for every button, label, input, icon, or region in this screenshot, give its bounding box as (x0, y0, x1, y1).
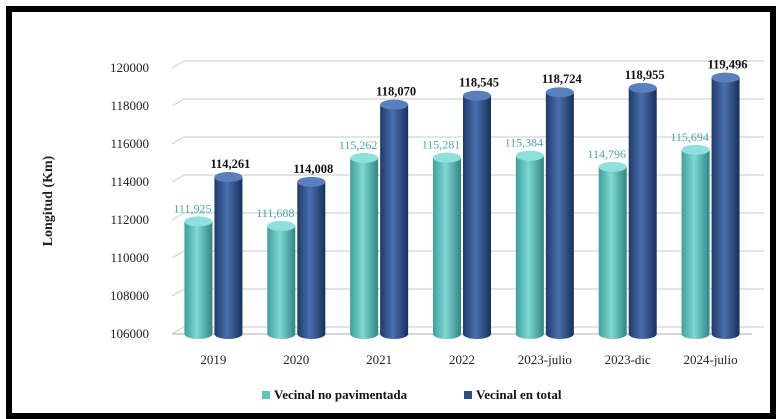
chart-frame: 106000 108000 110000 112000 114000 116000 1180… (6, 6, 776, 419)
bar-body (628, 87, 657, 339)
grid-line-diag (171, 174, 185, 183)
data-label: 118,724 (542, 72, 583, 86)
data-label: 115,262 (339, 138, 378, 152)
bar-body (598, 166, 627, 339)
bars (184, 72, 740, 340)
bar-no-pavimentada (267, 220, 296, 339)
x-tick-label: 2024-julio (683, 352, 737, 367)
bar-body (184, 221, 213, 339)
bar-no-pavimentada (433, 152, 461, 339)
bar-no-pavimentada (598, 161, 627, 339)
bar-top (545, 87, 574, 98)
y-tick-label: 120000 (110, 60, 149, 75)
grid-line-diag (171, 136, 185, 145)
bar-body (545, 92, 574, 339)
y-tick-label: 108000 (110, 288, 149, 303)
grid-line-diag (171, 212, 185, 221)
bar-top (297, 176, 326, 187)
data-label: 111,925 (173, 201, 211, 215)
data-label: 114,796 (587, 147, 626, 161)
bar-body (380, 104, 409, 339)
legend-swatch-b (464, 391, 472, 399)
bar-body (214, 177, 243, 339)
bar-total (297, 176, 326, 339)
legend-label-a: Vecinal no pavimentada (274, 387, 408, 402)
bar-body (711, 77, 740, 340)
bar-top (214, 172, 243, 183)
bar-top (463, 90, 491, 101)
data-label: 115,384 (505, 136, 544, 150)
y-tick-label: 114000 (110, 174, 149, 189)
bar-no-pavimentada (681, 144, 710, 339)
x-tick-label: 2022 (449, 352, 475, 367)
bar-no-pavimentada (515, 150, 544, 339)
bar-body (515, 155, 544, 339)
x-tick-label: 2019 (200, 352, 226, 367)
grid-line-diag (171, 250, 185, 259)
bar-top (350, 153, 379, 164)
legend-swatch-a (262, 391, 270, 399)
y-tick-label: 112000 (110, 212, 149, 227)
bar-body (267, 225, 296, 339)
y-tick-label: 110000 (110, 250, 149, 265)
y-tick-label: 116000 (110, 136, 149, 151)
x-tick-label: 2023-dic (605, 352, 651, 367)
bar-total (545, 87, 574, 339)
data-label: 111,688 (256, 206, 294, 220)
data-label: 118,070 (376, 85, 416, 99)
data-label: 114,261 (210, 157, 250, 171)
bar-no-pavimentada (350, 153, 379, 339)
y-tick-label: 106000 (110, 326, 149, 341)
bar-top (184, 216, 213, 227)
y-axis-label: Longitud (Km) (41, 155, 56, 246)
bar-top (711, 72, 740, 83)
x-axis: 2019 2020 2021 2022 2023-julio 2023-dic 2024-j… (200, 352, 737, 367)
bar-body (433, 157, 461, 339)
data-label: 115,281 (422, 138, 461, 152)
grid-line-diag (171, 326, 185, 335)
bar-top (433, 152, 461, 163)
bar-top (681, 144, 710, 155)
bar-body (350, 158, 379, 339)
bar-total (380, 99, 409, 339)
grid-line-diag (171, 60, 185, 69)
data-label: 118,545 (459, 76, 499, 90)
data-labels: 111,925 114,261 111,688 114,008 115,262 118,0… (173, 58, 747, 220)
bar-total (711, 72, 740, 340)
bar-body (463, 95, 491, 340)
bar-top (380, 99, 409, 110)
bar-top (515, 150, 544, 161)
bar-top (598, 161, 627, 172)
y-axis: 106000 108000 110000 112000 114000 116000 1180… (110, 60, 149, 341)
bar-total (463, 90, 491, 340)
bar-top (267, 220, 296, 231)
bar-chart: 106000 108000 110000 112000 114000 116000 1180… (41, 58, 764, 402)
data-label: 119,496 (708, 58, 748, 72)
bar-body (297, 181, 326, 339)
grid-line-diag (171, 98, 185, 107)
x-tick-label: 2023-julio (518, 352, 572, 367)
x-tick-label: 2021 (366, 352, 392, 367)
legend-label-b: Vecinal en total (476, 387, 562, 402)
data-label: 115,694 (670, 130, 709, 144)
data-label: 114,008 (293, 162, 333, 176)
bar-body (681, 149, 710, 339)
data-label: 118,955 (625, 68, 665, 82)
grid-line-diag (171, 288, 185, 297)
x-tick-label: 2020 (283, 352, 309, 367)
legend: Vecinal no pavimentada Vecinal en total (262, 387, 562, 402)
bar-total (628, 82, 657, 339)
y-tick-label: 118000 (110, 98, 149, 113)
bar-top (628, 82, 657, 93)
bar-no-pavimentada (184, 216, 213, 339)
bar-total (214, 172, 243, 339)
